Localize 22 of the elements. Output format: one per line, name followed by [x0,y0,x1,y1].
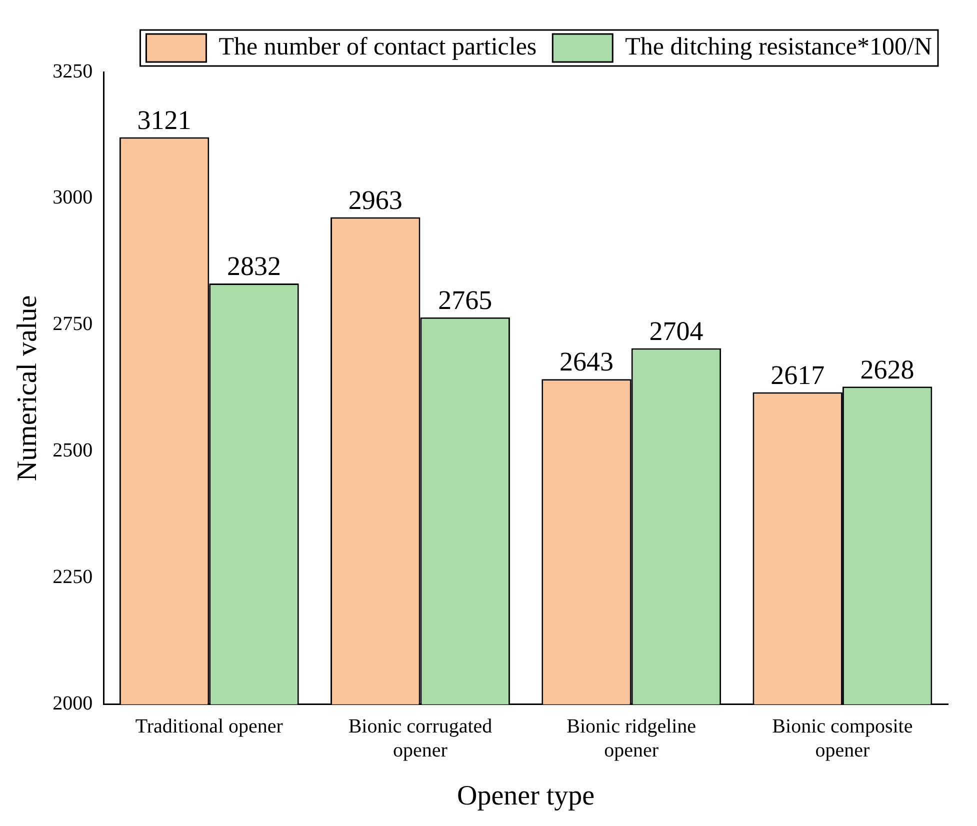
x-tick-label: Traditional opener [135,716,284,738]
data-label: 2643 [559,346,614,377]
data-label: 2963 [348,184,402,215]
data-label: 2765 [438,284,492,315]
y-tick-label: 2000 [52,692,93,715]
data-label: 3121 [137,104,192,135]
data-label: 2704 [649,316,704,346]
legend-label: The ditching resistance*100/N [625,34,932,61]
data-label: 2617 [770,360,825,390]
x-axis-title: Opener type [456,780,595,812]
x-tick-label: Bionic composite opener [772,716,913,762]
x-tick-label: Bionic ridgeline opener [566,716,696,762]
legend-label: The number of contact particles [218,34,537,61]
y-tick-label: 3250 [52,60,93,82]
y-tick-label: 3000 [52,186,93,209]
data-label: 2628 [860,354,914,384]
y-axis-title: Numerical value [12,295,44,482]
y-tick-label: 2750 [52,313,93,336]
x-tick-label: Bionic corrugated opener [348,716,492,762]
data-label: 2832 [227,251,282,282]
y-tick-label: 2250 [52,566,93,588]
y-tick-label: 2500 [52,440,93,462]
